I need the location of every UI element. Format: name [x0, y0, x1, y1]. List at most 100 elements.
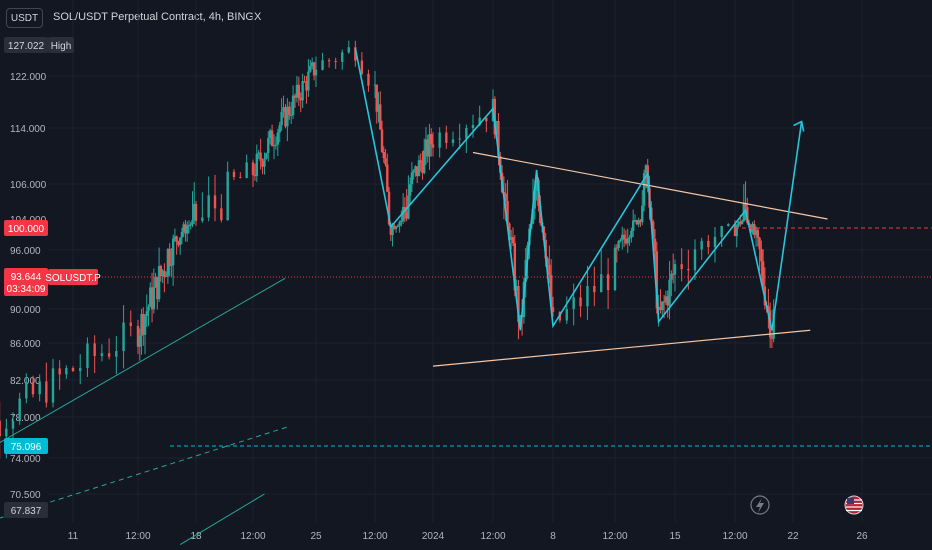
candle-body: [509, 236, 513, 240]
candle-body: [184, 224, 187, 234]
candle-body: [321, 60, 324, 70]
candle-body: [772, 309, 775, 339]
candle-body: [147, 306, 150, 312]
candle-body: [168, 249, 171, 267]
candle-body: [245, 162, 248, 178]
candle-body: [175, 236, 178, 242]
candle-body: [707, 240, 710, 248]
candle-body: [396, 225, 400, 227]
candle-body: [740, 220, 744, 225]
y-tick-label: 96.000: [10, 246, 41, 257]
x-axis: 11 12:00 18 12:00 25 12:00 2024 12:00 8 12:00 15 12…: [0, 522, 932, 550]
candle-body: [666, 296, 669, 306]
candle-body: [289, 115, 293, 117]
candle-body: [445, 132, 448, 143]
channel-upper-line: [0, 277, 286, 444]
high-label: High: [51, 41, 72, 52]
candle-body: [657, 307, 660, 309]
candle-body: [382, 151, 385, 159]
candle-body: [170, 265, 173, 267]
candle-body: [386, 164, 389, 192]
countdown-value: 03:34:09: [7, 284, 46, 295]
candle-body: [419, 160, 422, 164]
current-price-value: 93.644: [11, 272, 42, 283]
candle-body: [18, 398, 21, 422]
y-tick-label: 86.000: [10, 339, 41, 350]
candle-body: [393, 225, 396, 229]
candle-body: [471, 125, 475, 129]
candle-body: [270, 130, 274, 146]
candle-body: [458, 138, 461, 140]
high-price-tag: [4, 37, 48, 53]
candle-body: [535, 179, 538, 192]
candle-body: [284, 107, 287, 127]
candle-body: [373, 84, 377, 86]
candle-body: [430, 134, 433, 145]
candle-body: [194, 203, 198, 221]
candle-body: [739, 221, 742, 225]
candle-body: [485, 117, 488, 122]
candle-body: [767, 306, 770, 311]
high-label-bg: [48, 37, 74, 53]
candle-body: [493, 98, 497, 135]
candle-body: [207, 195, 210, 218]
candle-body: [25, 382, 28, 399]
candle-body: [531, 208, 535, 224]
x-tick-label: 12:00: [240, 531, 265, 542]
candle-body: [639, 220, 642, 223]
candle-body: [513, 243, 517, 291]
candles: [0, 40, 775, 459]
candle-body: [276, 132, 280, 145]
x-tick-label: 18: [190, 531, 202, 542]
candle-body: [268, 130, 272, 139]
alert-price-value: 100.000: [8, 224, 45, 235]
candle-body: [615, 247, 619, 249]
candle-body: [617, 241, 620, 248]
candle-body: [163, 270, 166, 278]
candle-body: [314, 69, 318, 76]
lightning-icon-ring: [750, 495, 770, 515]
candle-body: [312, 62, 316, 76]
candle-body: [693, 249, 697, 271]
x-tick-label: 12:00: [125, 531, 150, 542]
candle-body: [307, 71, 310, 91]
y-tick-label: 78.000: [10, 413, 41, 424]
candle-body: [149, 287, 152, 307]
candle-body: [156, 277, 159, 300]
symbol-tag: [48, 269, 98, 285]
candle-body: [0, 420, 1, 437]
candle-body: [508, 223, 511, 240]
candle-body: [220, 208, 223, 221]
candle-body: [495, 121, 498, 135]
candle-body: [171, 238, 175, 266]
wave-pattern-line: [354, 48, 803, 331]
currency-badge[interactable]: USDT: [6, 8, 43, 28]
candle-body: [253, 175, 257, 177]
candle-body: [51, 368, 55, 403]
candle-body: [546, 258, 549, 265]
candle-body: [760, 249, 763, 262]
candle-body: [145, 311, 148, 316]
candle-body: [140, 313, 143, 336]
candle-body: [301, 81, 304, 101]
candle-body: [626, 238, 629, 244]
candle-body: [549, 275, 553, 308]
candle-body: [664, 296, 668, 302]
candle-body: [291, 95, 295, 116]
x-tick-label: 22: [787, 531, 799, 542]
candle-body: [299, 97, 302, 101]
candle-body: [182, 224, 185, 232]
support-price-tag: [4, 438, 48, 454]
chart-title: SOL/USDT Perpetual Contract, 4h, BINGX: [53, 11, 262, 23]
candle-body: [177, 241, 180, 246]
candle-body: [122, 322, 125, 351]
candle-body: [38, 381, 41, 395]
candle-body: [504, 193, 507, 201]
candle-body: [770, 337, 774, 339]
symbol-label: SOLUSDT.P: [45, 273, 101, 284]
candle-body: [327, 60, 331, 62]
candle-body: [115, 350, 118, 357]
y-tick-label: 114.000: [10, 124, 46, 135]
candle-body: [551, 307, 555, 313]
